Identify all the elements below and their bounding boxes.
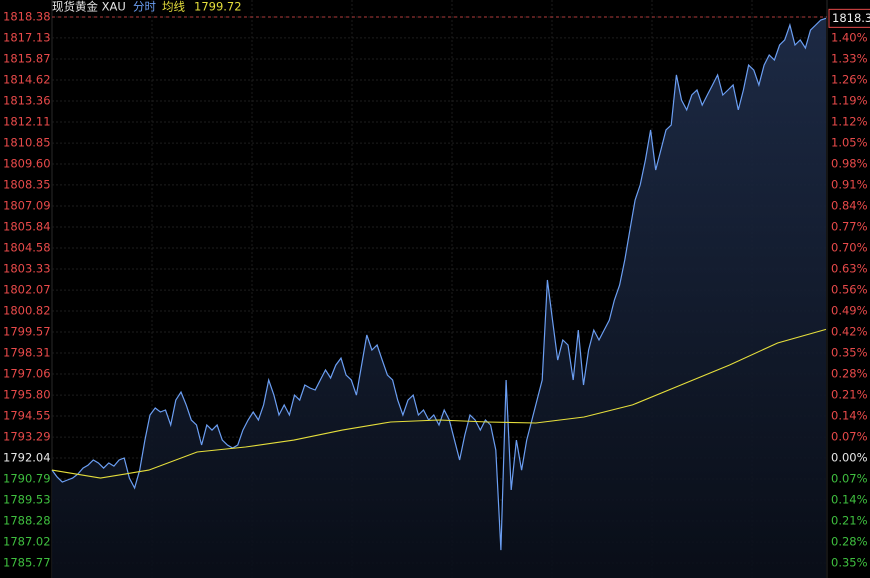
price-badge — [828, 8, 870, 28]
y2-tick-label: 0.63% — [831, 262, 868, 276]
y-tick-label: 1814.62 — [3, 72, 51, 86]
y-tick-label: 1792.04 — [3, 451, 51, 465]
y-tick-label: 1793.29 — [3, 430, 51, 444]
y-tick-label: 1799.57 — [3, 324, 51, 338]
y2-tick-label: 0.91% — [831, 178, 868, 192]
y2-tick-label: 0.70% — [831, 241, 868, 255]
y-tick-label: 1789.53 — [3, 493, 51, 507]
header: 现货黄金 XAU 分时 均线 1799.72 — [52, 0, 242, 14]
y2-tick-label: 0.28% — [831, 367, 868, 381]
y2-tick-label: 0.07% — [831, 430, 868, 444]
y2-tick-label: 0.42% — [831, 325, 868, 339]
y-tick-label: 1805.84 — [3, 219, 51, 233]
y-tick-label: 1794.55 — [3, 408, 51, 422]
y2-tick-label: 0.21% — [831, 388, 868, 402]
y2-tick-label: 0.35% — [831, 556, 868, 570]
y2-tick-label: 0.28% — [831, 535, 868, 549]
series-line — [51, 328, 827, 479]
y-tick-label: 1809.60 — [3, 157, 51, 171]
y-tick-label: 1817.13 — [3, 30, 51, 44]
y-tick-label: 1795.80 — [3, 388, 51, 402]
chart-title: 现货黄金 XAU — [52, 0, 126, 14]
y-tick-label: 1798.31 — [3, 346, 51, 360]
y2-tick-label: 0.56% — [831, 283, 868, 297]
series-line — [51, 17, 827, 551]
y2-tick-label: 0.77% — [831, 220, 868, 234]
y-tick-label: 1810.85 — [3, 136, 51, 150]
y-tick-label: 1815.87 — [3, 52, 51, 66]
y2-tick-label: 0.14% — [831, 409, 868, 423]
y2-tick-label: 0.07% — [831, 472, 868, 486]
y-tick-label: 1804.58 — [3, 241, 51, 255]
average-value: 1799.72 — [194, 0, 242, 14]
legend-entry: 均线 — [162, 0, 185, 14]
y-tick-label: 1790.79 — [3, 471, 51, 485]
y2-tick-label: 0.98% — [831, 157, 868, 171]
y-tick-label: 1808.35 — [3, 177, 51, 191]
y2-tick-label: 0.49% — [831, 304, 868, 318]
y-tick-label: 1818.38 — [3, 10, 51, 24]
y2-tick-label: 0.00% — [831, 451, 868, 465]
y-tick-label: 1788.28 — [3, 513, 51, 527]
y-tick-label: 1812.11 — [3, 114, 51, 128]
y2-tick-label: 1.26% — [831, 73, 868, 87]
y2-tick-label: 0.84% — [831, 199, 868, 213]
price-badge-label: 1818.3 — [832, 11, 870, 25]
y2-tick-label: 1.12% — [831, 115, 868, 129]
y-tick-label: 1813.36 — [3, 94, 51, 108]
y2-tick-label: 0.35% — [831, 346, 868, 360]
y2-tick-label: 1.33% — [831, 52, 868, 66]
y-tick-label: 1787.02 — [3, 535, 51, 549]
y-tick-label: 1803.33 — [3, 261, 51, 275]
y-tick-label: 1807.09 — [3, 199, 51, 213]
y2-tick-label: 1.40% — [831, 31, 868, 45]
y-tick-label: 1800.82 — [3, 304, 51, 318]
y2-tick-label: 0.14% — [831, 493, 868, 507]
y2-tick-label: 1.05% — [831, 136, 868, 150]
y-tick-label: 1802.07 — [3, 283, 51, 297]
y-tick-label: 1797.06 — [3, 366, 51, 380]
legend-entry: 分时 — [133, 0, 156, 14]
area-fill — [52, 18, 826, 578]
y2-tick-label: 1.19% — [831, 94, 868, 108]
y-tick-label: 1785.77 — [3, 556, 51, 570]
y2-tick-label: 0.21% — [831, 514, 868, 528]
